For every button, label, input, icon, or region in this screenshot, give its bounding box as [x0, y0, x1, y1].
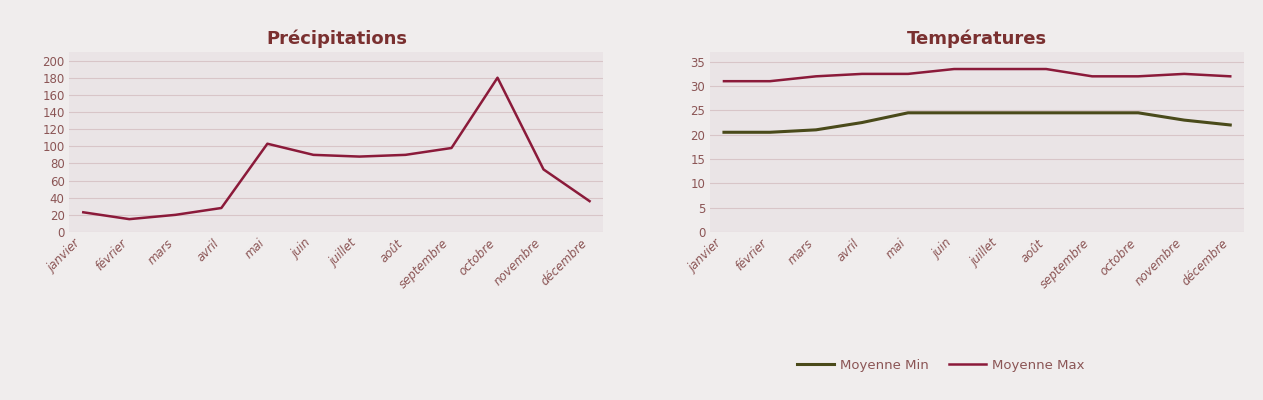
Moyenne Min	[855, 120, 870, 125]
Moyenne Min	[1085, 110, 1100, 115]
Moyenne Max	[946, 67, 961, 72]
Moyenne Max	[1177, 72, 1192, 76]
Moyenne Min	[946, 110, 961, 115]
Moyenne Min	[808, 128, 823, 132]
Moyenne Min	[901, 110, 916, 115]
Moyenne Max	[1085, 74, 1100, 79]
Moyenne Max	[1130, 74, 1146, 79]
Moyenne Min	[1130, 110, 1146, 115]
Moyenne Max	[763, 79, 778, 84]
Moyenne Max	[1223, 74, 1238, 79]
Moyenne Max	[855, 72, 870, 76]
Moyenne Min	[1038, 110, 1053, 115]
Moyenne Max	[716, 79, 731, 84]
Moyenne Min	[1223, 122, 1238, 127]
Legend: Moyenne Min, Moyenne Max: Moyenne Min, Moyenne Max	[792, 354, 1090, 378]
Line: Moyenne Min: Moyenne Min	[724, 113, 1230, 132]
Moyenne Max	[901, 72, 916, 76]
Moyenne Min	[993, 110, 1008, 115]
Moyenne Min	[763, 130, 778, 135]
Moyenne Min	[716, 130, 731, 135]
Title: Températures: Températures	[907, 29, 1047, 48]
Moyenne Max	[1038, 67, 1053, 72]
Moyenne Max	[993, 67, 1008, 72]
Line: Moyenne Max: Moyenne Max	[724, 69, 1230, 81]
Moyenne Min	[1177, 118, 1192, 122]
Moyenne Max	[808, 74, 823, 79]
Title: Précipitations: Précipitations	[266, 29, 407, 48]
